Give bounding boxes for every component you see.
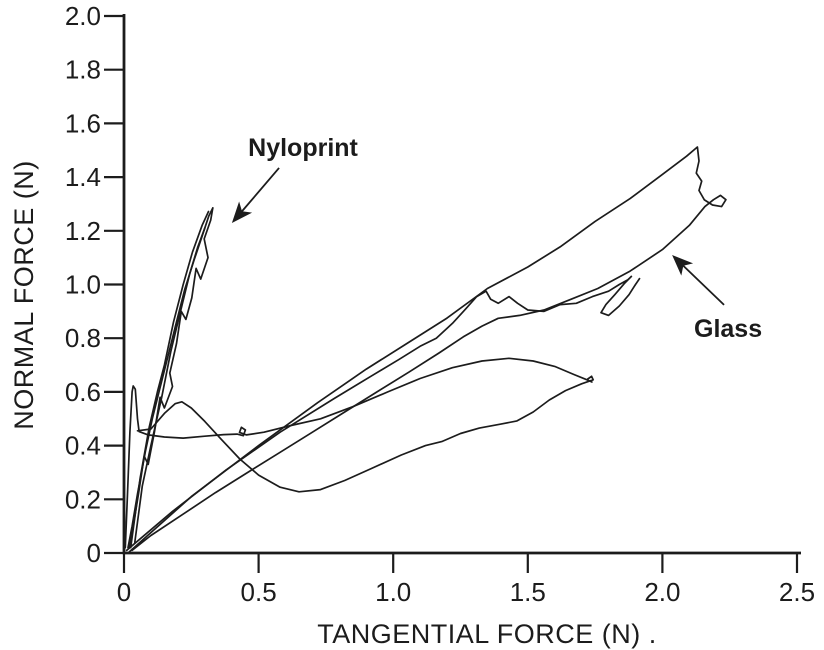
y-tick-label: 0.8	[65, 323, 101, 353]
x-axis-title: TANGENTIAL FORCE (N) .	[317, 619, 657, 649]
x-tick-label: 2.0	[644, 577, 680, 607]
axis-lines	[122, 14, 801, 555]
series-glass-wiggle-load	[125, 275, 641, 552]
y-tick-label: 2.0	[65, 1, 101, 31]
series-nyloprint-strand-2	[128, 207, 214, 549]
annotation-arrow-line-glass	[682, 264, 725, 306]
x-tick-label: 0.5	[241, 577, 277, 607]
y-tick-label: 0.6	[65, 377, 101, 407]
annotation-arrowhead-glass	[672, 255, 694, 276]
annotation-label-glass: Glass	[694, 315, 762, 343]
x-tick-label: 1.5	[510, 577, 546, 607]
y-tick-label: 1.8	[65, 55, 101, 85]
y-axis-title: NORMAL FORCE (N)	[9, 160, 39, 430]
y-tick-label: 0	[87, 538, 101, 568]
y-tick-label: 0.4	[65, 431, 101, 461]
x-tick-label: 0	[117, 577, 131, 607]
y-tick-label: 1.2	[65, 216, 101, 246]
series-glass-spike-plateau	[124, 357, 593, 549]
series-nyloprint-strand-4	[133, 227, 206, 544]
x-tick-label: 1.0	[375, 577, 411, 607]
x-tick-label: 2.5	[779, 577, 815, 607]
y-tick-label: 1.0	[65, 270, 101, 300]
y-tick-label: 1.6	[65, 108, 101, 138]
annotation-arrowhead-nyloprint	[231, 201, 253, 223]
annotation-label-nyloprint: Nyloprint	[248, 134, 358, 162]
annotation-arrow-line-nyloprint	[241, 167, 280, 213]
y-tick-label: 1.4	[65, 162, 101, 192]
series-nyloprint-strand-3	[129, 210, 210, 549]
y-tick-label: 0.2	[65, 484, 101, 514]
series-glass-dome-return	[136, 375, 595, 493]
series-glass-big-loop	[128, 146, 727, 553]
